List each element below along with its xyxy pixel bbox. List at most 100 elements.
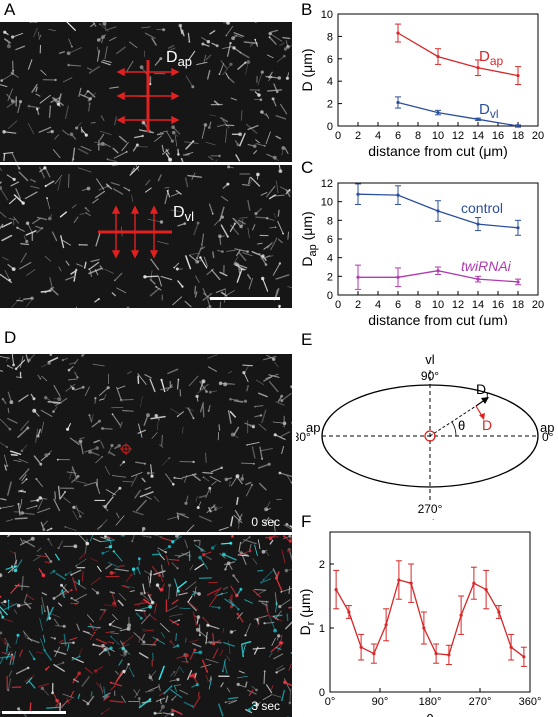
x-tick-label: 14 bbox=[472, 130, 484, 142]
label-dvl: Dvl bbox=[173, 204, 194, 224]
data-point bbox=[356, 192, 360, 196]
x-tick-label: 4 bbox=[375, 299, 381, 311]
data-point bbox=[334, 588, 338, 592]
data-point bbox=[434, 652, 438, 656]
legend-dap: Dap bbox=[479, 48, 504, 68]
panel-label-f: F bbox=[301, 512, 312, 531]
data-point bbox=[396, 31, 400, 35]
micrograph-d-bottom-svg: 3 sec bbox=[0, 535, 292, 717]
x-tick-label: 20 bbox=[532, 130, 544, 142]
x-tick-label: 2 bbox=[355, 299, 361, 311]
data-point bbox=[516, 74, 520, 78]
x-tick-label: 8 bbox=[415, 130, 421, 142]
data-point bbox=[436, 54, 440, 59]
data-point bbox=[522, 655, 526, 659]
series-line-Dvl bbox=[397, 101, 519, 127]
legend-dvl: Dvl bbox=[479, 101, 499, 121]
x-tick-label: 270° bbox=[469, 696, 492, 708]
x-tick-label: 0° bbox=[325, 696, 336, 708]
data-point bbox=[476, 66, 480, 70]
label-vl-bottom: vl bbox=[425, 517, 435, 520]
vl-arrows bbox=[111, 205, 159, 259]
data-point bbox=[459, 613, 463, 617]
data-point bbox=[484, 588, 488, 592]
data-point bbox=[516, 226, 520, 230]
y-tick-label: 2 bbox=[327, 271, 333, 283]
data-point bbox=[516, 280, 520, 284]
data-point bbox=[472, 581, 476, 585]
chart-f: 0° 90° 180° 270° 360° 0 1 2 θ Dr (μm) bbox=[297, 531, 542, 717]
data-point bbox=[436, 269, 440, 273]
x-tick-label: 16 bbox=[492, 130, 504, 142]
x-tick-label: 90° bbox=[372, 696, 389, 708]
plot-frame bbox=[337, 13, 539, 127]
x-tick-label: 6 bbox=[395, 130, 401, 142]
y-tick-label: 12 bbox=[321, 178, 333, 190]
x-tick-label: 18 bbox=[512, 130, 524, 142]
y-tick-label: 6 bbox=[327, 234, 333, 246]
data-point bbox=[396, 275, 400, 279]
label-90deg: 90° bbox=[421, 369, 439, 383]
data-point bbox=[396, 100, 400, 105]
panel-label-c: C bbox=[301, 158, 314, 177]
micrograph-d-top-svg: 0 sec bbox=[0, 354, 292, 532]
label-ap-left: ap bbox=[306, 420, 320, 435]
label-d-red: D bbox=[482, 417, 492, 433]
data-point bbox=[509, 645, 513, 649]
micrograph-a-top: Dap bbox=[0, 22, 292, 162]
data-point bbox=[476, 277, 480, 281]
x-axis-label: distance from cut (μm) bbox=[368, 143, 508, 159]
y-tick-label: 6 bbox=[327, 54, 333, 66]
y-tick-label: 2 bbox=[327, 99, 333, 111]
y-tick-label: 8 bbox=[327, 215, 333, 227]
x-tick-label: 0 bbox=[335, 130, 341, 142]
micrograph-d-bottom: 3 sec bbox=[0, 535, 292, 717]
series-line-Dap bbox=[397, 32, 519, 77]
series-line-Dr bbox=[335, 579, 525, 658]
micrograph-d-top: 0 sec bbox=[0, 354, 292, 532]
data-point bbox=[356, 275, 360, 279]
data-point bbox=[359, 645, 363, 649]
x-tick-label: 2 bbox=[355, 130, 361, 142]
micrograph-a-top-svg: Dap bbox=[0, 22, 292, 162]
origin-marker bbox=[424, 430, 436, 442]
data-point bbox=[422, 626, 426, 630]
data-point bbox=[476, 222, 480, 226]
data-point bbox=[447, 653, 451, 657]
y-axis-label: D (μm) bbox=[299, 48, 315, 91]
data-point bbox=[436, 209, 440, 213]
micrograph-a-bottom-svg: Dvl bbox=[0, 165, 292, 308]
x-tick-label: 10 bbox=[432, 130, 444, 142]
x-tick-label: 360° bbox=[519, 696, 542, 708]
data-point bbox=[409, 581, 413, 585]
label-dap: Dap bbox=[166, 49, 192, 69]
y-tick-label: 2 bbox=[319, 559, 325, 571]
angle-diagram-e: vl 90° 270° vl ap 180° ap 0° Dr θ D bbox=[296, 352, 554, 520]
plot-frame bbox=[337, 182, 539, 296]
y-tick-label: 4 bbox=[327, 253, 333, 265]
x-tick-label: 10 bbox=[432, 299, 444, 311]
legend-control: control bbox=[461, 200, 503, 216]
data-point bbox=[372, 652, 376, 656]
data-point bbox=[384, 623, 388, 627]
label-vl-top: vl bbox=[425, 352, 435, 367]
legend-twirnai: twiRNAi bbox=[461, 258, 512, 274]
time-label-0sec: 0 sec bbox=[251, 515, 280, 529]
theta-arc bbox=[451, 421, 457, 437]
panel-label-b: B bbox=[301, 0, 313, 19]
data-point bbox=[396, 193, 400, 197]
x-tick-label: 12 bbox=[452, 130, 464, 142]
panel-label-d: D bbox=[4, 328, 17, 347]
x-tick-label: 6 bbox=[395, 299, 401, 311]
y-tick-label: 10 bbox=[321, 197, 333, 209]
y-axis-label: Dap (μm) bbox=[299, 211, 319, 266]
y-tick-label: 8 bbox=[327, 31, 333, 43]
time-label-3sec: 3 sec bbox=[251, 699, 280, 713]
panel-label-e: E bbox=[301, 330, 313, 349]
y-tick-label: 10 bbox=[321, 9, 333, 21]
y-tick-label: 0 bbox=[327, 121, 333, 133]
x-axis-label: distance from cut (μm) bbox=[368, 312, 508, 325]
data-point bbox=[516, 124, 520, 128]
